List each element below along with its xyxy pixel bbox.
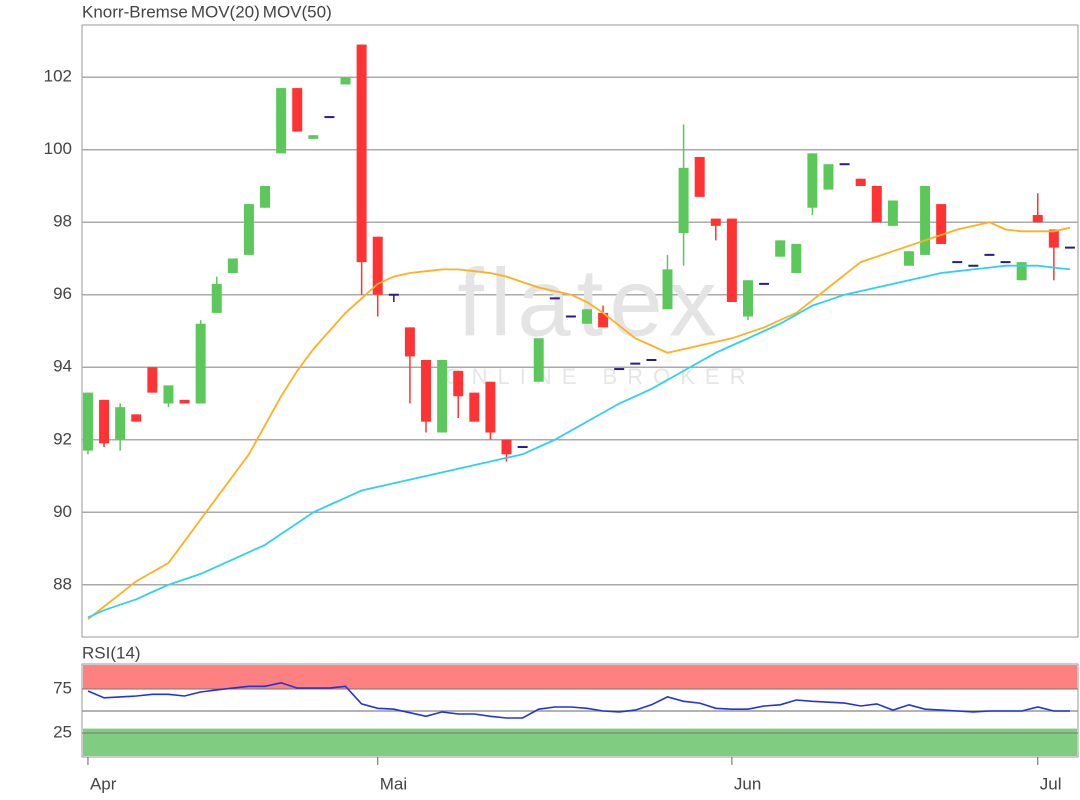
y-tick-label: 102: [44, 67, 72, 86]
candle-body: [179, 399, 190, 404]
y-tick-label: 88: [53, 574, 72, 593]
candle-body: [775, 240, 786, 257]
candle-body: [404, 327, 415, 357]
candle-body: [82, 392, 93, 451]
candle-body: [469, 392, 480, 422]
y-tick-label: 94: [53, 357, 72, 376]
candle-body: [742, 280, 753, 317]
candle-body: [227, 258, 238, 273]
candle-body: [308, 135, 319, 139]
candle-body: [195, 323, 206, 404]
candle-body: [598, 312, 609, 328]
candle-body: [501, 439, 512, 455]
candle-body: [163, 385, 174, 404]
rsi-line: [87, 681, 1070, 719]
x-tick-label: Mai: [380, 774, 407, 793]
candle-body: [920, 185, 931, 255]
candle-body: [356, 44, 367, 263]
y-tick-label: 98: [53, 212, 72, 231]
legend-entry: MOV(20): [191, 2, 260, 21]
chart-title: Knorr-Bremse: [82, 2, 188, 21]
legend-entry: MOV(50): [263, 2, 332, 21]
candle-body: [372, 236, 383, 295]
candle-body: [871, 185, 882, 223]
candle-body: [485, 381, 496, 433]
y-tick-label: 25: [53, 722, 72, 741]
candle-body: [887, 200, 898, 226]
candle-body: [453, 370, 464, 397]
candle-body: [147, 367, 158, 393]
candle-body: [1032, 214, 1043, 223]
y-tick-label: 90: [53, 502, 72, 521]
candle-body: [855, 178, 866, 186]
candle-body: [211, 283, 222, 313]
candle-body: [1048, 229, 1059, 248]
candle-body: [710, 218, 721, 226]
candle-body: [662, 269, 673, 310]
candle-body: [791, 243, 802, 273]
candle-body: [292, 88, 303, 132]
candle-body: [823, 164, 834, 190]
candle-body: [340, 77, 351, 85]
candle-body: [533, 338, 544, 382]
y-tick-label: 92: [53, 429, 72, 448]
candle-body: [115, 407, 126, 440]
candle-body: [807, 153, 818, 208]
y-tick-label: 100: [44, 139, 72, 158]
x-tick-label: Jun: [734, 774, 761, 793]
candle-body: [582, 309, 592, 324]
candle-body: [260, 185, 271, 208]
candle-body: [131, 414, 142, 422]
x-tick-label: Jul: [1040, 774, 1062, 793]
candle-body: [421, 360, 432, 422]
candle-body: [694, 156, 705, 197]
y-tick-label: 96: [53, 284, 72, 303]
candle-body: [276, 88, 287, 154]
panel-title: RSI(14): [82, 643, 141, 662]
candle-body: [936, 204, 947, 244]
candle-body: [726, 218, 737, 302]
main-plot: [81, 24, 1079, 638]
moving-average: [87, 221, 1071, 620]
x-tick-label: Apr: [90, 774, 117, 793]
candle-body: [1016, 262, 1027, 281]
overbought-band: [83, 665, 1077, 689]
candle-body: [99, 399, 110, 444]
candle-body: [678, 167, 689, 234]
candle-body: [903, 251, 914, 266]
moving-average: [87, 264, 1071, 619]
y-tick-label: 75: [53, 678, 72, 697]
candle-body: [243, 204, 254, 255]
candle-body: [437, 360, 448, 433]
